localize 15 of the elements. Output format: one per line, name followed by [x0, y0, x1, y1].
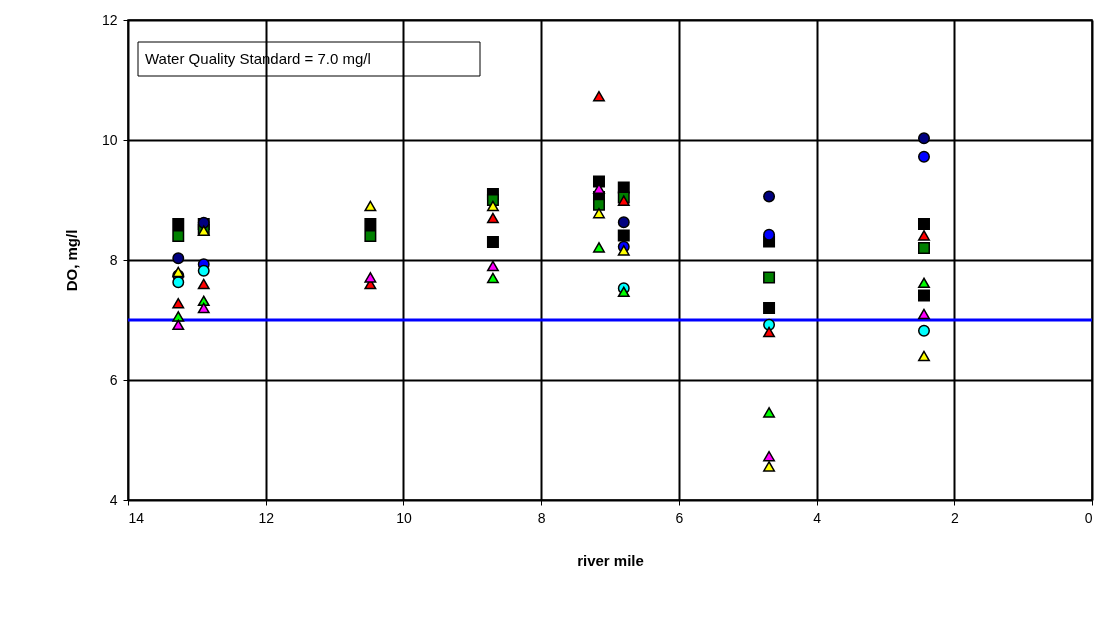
x-tick-label: 0 — [1084, 509, 1093, 526]
x-tick-label: 2 — [950, 509, 959, 526]
x-axis-title: river mile — [577, 551, 644, 569]
y-tick-label: 10 — [101, 131, 118, 148]
x-tick-label: 4 — [813, 509, 822, 526]
x-tick-label: 6 — [675, 509, 684, 526]
y-tick-label: 6 — [109, 371, 118, 388]
x-tick-label: 12 — [258, 509, 275, 526]
y-tick-label: 4 — [109, 491, 118, 508]
y-tick-label: 8 — [109, 251, 118, 268]
y-tick-label: 12 — [101, 11, 118, 28]
y-axis-title: DO, mg/l — [62, 229, 80, 292]
x-tick-label: 8 — [537, 509, 546, 526]
x-tick-label: 14 — [128, 509, 145, 526]
x-tick-label: 10 — [396, 509, 412, 526]
